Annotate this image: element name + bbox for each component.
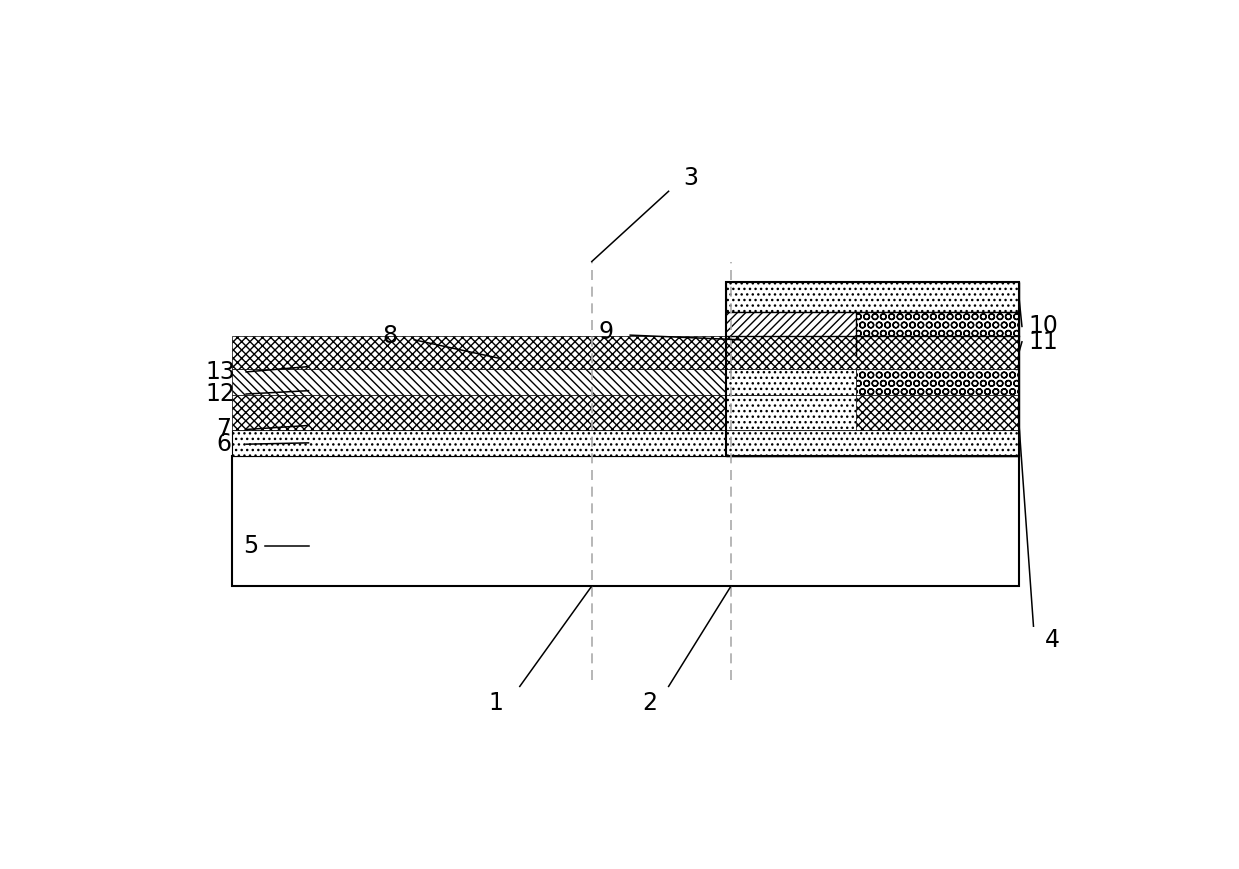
Bar bbox=[232, 368, 1018, 395]
Text: 1: 1 bbox=[488, 691, 503, 715]
Text: 2: 2 bbox=[642, 691, 657, 715]
Bar bbox=[726, 336, 1018, 368]
Text: 4: 4 bbox=[1046, 627, 1061, 652]
Bar bbox=[726, 282, 1018, 312]
Text: 10: 10 bbox=[1028, 315, 1058, 338]
Bar bbox=[726, 312, 856, 355]
Bar bbox=[232, 455, 1018, 586]
Bar bbox=[726, 395, 856, 430]
Text: 3: 3 bbox=[683, 166, 699, 190]
Text: 7: 7 bbox=[217, 417, 232, 441]
Text: 8: 8 bbox=[383, 324, 398, 348]
Bar bbox=[232, 336, 1018, 368]
Text: 11: 11 bbox=[1028, 330, 1058, 354]
Bar bbox=[726, 368, 856, 395]
Text: 13: 13 bbox=[206, 360, 235, 384]
Bar bbox=[726, 282, 1018, 455]
Text: 12: 12 bbox=[206, 382, 235, 406]
Bar bbox=[232, 395, 1018, 430]
Bar bbox=[726, 282, 1018, 455]
Text: 6: 6 bbox=[217, 432, 232, 456]
Bar bbox=[856, 312, 1018, 395]
Bar bbox=[232, 430, 1018, 455]
Text: 9: 9 bbox=[598, 320, 613, 344]
Text: 5: 5 bbox=[243, 534, 259, 558]
